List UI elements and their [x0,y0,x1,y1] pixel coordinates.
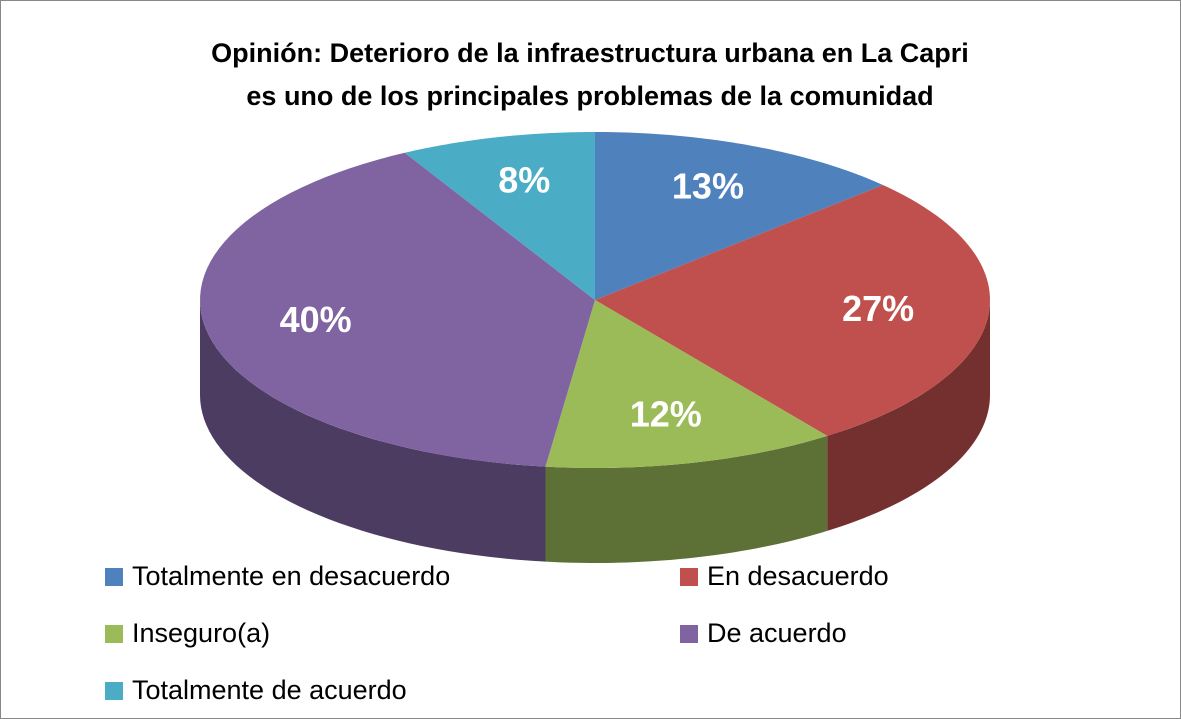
legend-swatch [680,625,698,643]
legend-swatch [105,682,123,700]
pie-slice [404,132,595,300]
pie-slice [200,152,596,467]
data-label: 13% [672,166,744,207]
pie-slice [545,300,828,468]
legend-swatch [105,568,123,586]
pie-slice-side [827,300,990,531]
legend-label: Inseguro(a) [132,618,270,648]
data-label: 40% [280,299,352,340]
pie-slice [595,184,990,436]
legend-label: En desacuerdo [707,561,889,591]
legend-label: De acuerdo [707,618,847,648]
legend-swatch [105,625,123,643]
chart-title: es uno de los principales problemas de l… [246,81,933,111]
pie-slice-side [545,435,828,563]
chart-title: Opinión: Deterioro de la infraestructura… [211,38,969,68]
pie-slice [595,132,883,300]
pie-slice-side [200,300,546,562]
data-label: 8% [498,159,550,200]
legend-label: Totalmente de acuerdo [132,675,407,705]
data-label: 27% [842,288,914,329]
legend-swatch [680,568,698,586]
data-label: 12% [630,394,702,435]
legend-label: Totalmente en desacuerdo [132,561,450,591]
